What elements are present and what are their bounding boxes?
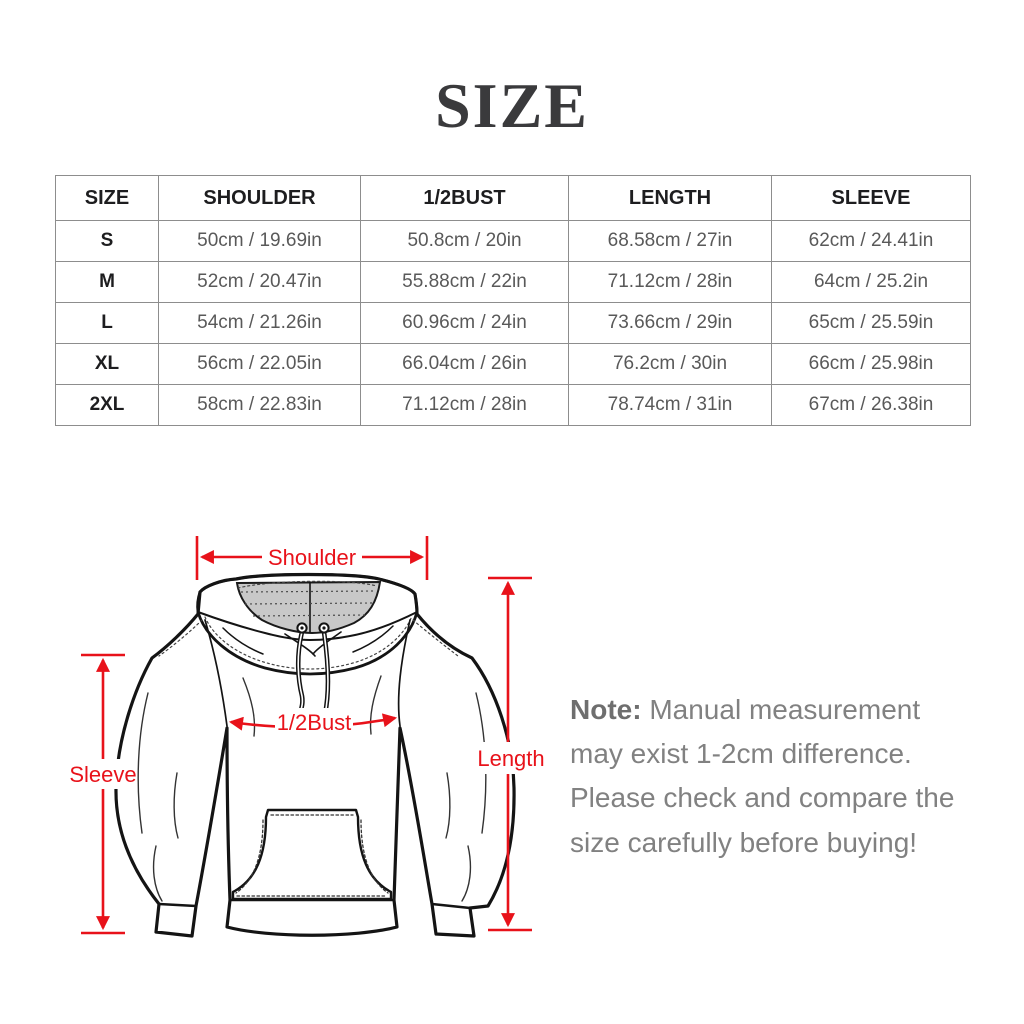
column-header: SHOULDER xyxy=(158,175,361,221)
value-cell: 66.04cm / 26in xyxy=(360,343,569,385)
value-cell: 78.74cm / 31in xyxy=(568,384,772,426)
value-cell: 64cm / 25.2in xyxy=(771,261,971,303)
value-cell: 52cm / 20.47in xyxy=(158,261,361,303)
table-row: 2XL 58cm / 22.83in 71.12cm / 28in 78.74cm /… xyxy=(55,384,971,426)
hoodie-diagram-svg: Shoulder 1/2Bust Length Sleeve xyxy=(69,536,547,938)
value-cell: 67cm / 26.38in xyxy=(771,384,971,426)
note-label: Note: xyxy=(570,694,642,725)
shoulder-arrow: Shoulder xyxy=(195,536,429,580)
value-cell: 50cm / 19.69in xyxy=(158,220,361,262)
table-body: S 50cm / 19.69in 50.8cm / 20in 68.58cm / 27… xyxy=(55,220,971,426)
value-cell: 68.58cm / 27in xyxy=(568,220,772,262)
page-title: SIZE xyxy=(435,70,589,141)
value-cell: 58cm / 22.83in xyxy=(158,384,361,426)
length-arrow: Length xyxy=(475,576,547,932)
value-cell: 60.96cm / 24in xyxy=(360,302,569,344)
table-row: XL 56cm / 22.05in 66.04cm / 26in 76.2cm / 3… xyxy=(55,343,971,385)
size-chart-table: SIZE SHOULDER 1/2BUST LENGTH SLEEVE S 50cm / … xyxy=(55,175,971,426)
value-cell: 66cm / 25.98in xyxy=(771,343,971,385)
size-cell: XL xyxy=(55,343,159,385)
bust-arrow: 1/2Bust xyxy=(228,708,398,736)
bust-label: 1/2Bust xyxy=(277,710,352,735)
note-text: Manual measurement may exist 1-2cm diffe… xyxy=(570,694,955,858)
value-cell: 55.88cm / 22in xyxy=(360,261,569,303)
column-header: LENGTH xyxy=(568,175,772,221)
column-header: 1/2BUST xyxy=(360,175,569,221)
value-cell: 56cm / 22.05in xyxy=(158,343,361,385)
measurement-note: Note: Manual measurement may exist 1-2cm… xyxy=(570,688,968,865)
size-cell: 2XL xyxy=(55,384,159,426)
value-cell: 71.12cm / 28in xyxy=(360,384,569,426)
size-cell: L xyxy=(55,302,159,344)
table-row: L 54cm / 21.26in 60.96cm / 24in 73.66cm / 2… xyxy=(55,302,971,344)
table-header-row: SIZE SHOULDER 1/2BUST LENGTH SLEEVE xyxy=(55,175,971,221)
value-cell: 54cm / 21.26in xyxy=(158,302,361,344)
value-cell: 76.2cm / 30in xyxy=(568,343,772,385)
column-header: SIZE xyxy=(55,175,159,221)
value-cell: 71.12cm / 28in xyxy=(568,261,772,303)
hoodie-measurement-diagram: Shoulder 1/2Bust Length Sleeve xyxy=(55,528,575,980)
sleeve-arrow: Sleeve xyxy=(69,653,137,935)
size-cell: S xyxy=(55,220,159,262)
value-cell: 73.66cm / 29in xyxy=(568,302,772,344)
column-header: SLEEVE xyxy=(771,175,971,221)
shoulder-label: Shoulder xyxy=(268,545,356,570)
value-cell: 50.8cm / 20in xyxy=(360,220,569,262)
hood-lining xyxy=(235,580,382,635)
value-cell: 62cm / 24.41in xyxy=(771,220,971,262)
table-row: M 52cm / 20.47in 55.88cm / 22in 71.12cm / 2… xyxy=(55,261,971,303)
pocket-stitches xyxy=(235,814,389,897)
hood-lining-stitches xyxy=(240,590,377,617)
length-label: Length xyxy=(477,746,544,771)
table-row: S 50cm / 19.69in 50.8cm / 20in 68.58cm / 27… xyxy=(55,220,971,262)
size-cell: M xyxy=(55,261,159,303)
sleeve-label: Sleeve xyxy=(69,762,136,787)
hoodie-drawing xyxy=(114,572,516,938)
value-cell: 65cm / 25.59in xyxy=(771,302,971,344)
